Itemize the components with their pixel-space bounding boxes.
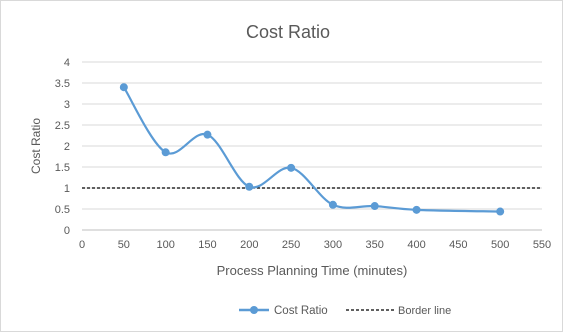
y-tick-label: 3 (64, 99, 70, 111)
y-tick-label: 2.5 (55, 120, 70, 132)
x-tick-label: 500 (491, 239, 509, 251)
cost-ratio-point (370, 202, 379, 211)
cost-ratio-point (245, 182, 254, 191)
cost-ratio-point (412, 205, 421, 214)
legend-border-line-label: Border line (398, 305, 451, 317)
y-tick-label: 1.5 (55, 162, 70, 174)
x-tick-label: 200 (240, 239, 258, 251)
cost-ratio-point (328, 200, 337, 209)
legend: Cost Ratio Border line (239, 305, 451, 317)
y-tick-label: 2 (64, 141, 70, 153)
x-tick-label: 400 (407, 239, 425, 251)
y-tick-label: 4 (64, 57, 70, 69)
y-axis-label: Cost Ratio (29, 118, 43, 174)
legend-cost-ratio-marker (250, 306, 258, 314)
x-tick-label: 350 (366, 239, 384, 251)
series-layer (82, 83, 542, 216)
x-tick-label: 450 (449, 239, 467, 251)
x-tick-label: 250 (282, 239, 300, 251)
cost-ratio-point (203, 130, 212, 139)
chart-title: Cost Ratio (246, 22, 330, 42)
cost-ratio-point (161, 148, 170, 157)
x-tick-label: 300 (324, 239, 342, 251)
cost-ratio-line (122, 86, 501, 213)
x-tick-label: 550 (533, 239, 551, 251)
y-tick-label: 1 (64, 183, 70, 195)
cost-ratio-point (287, 163, 296, 172)
x-axis-label: Process Planning Time (minutes) (217, 263, 408, 278)
x-tick-label: 150 (198, 239, 216, 251)
x-tick-labels: 0 50 100 150 200 250 300 350 400 450 500 550 (79, 239, 551, 251)
x-tick-label: 100 (156, 239, 174, 251)
x-tick-label: 0 (79, 239, 85, 251)
cost-ratio-point (119, 83, 128, 92)
y-tick-label: 0 (64, 225, 70, 237)
y-tick-label: 0.5 (55, 204, 70, 216)
x-tick-label: 50 (118, 239, 130, 251)
cost-ratio-point (496, 207, 505, 216)
y-tick-labels: 0 0.5 1 1.5 2 2.5 3 3.5 4 (55, 57, 70, 237)
y-tick-label: 3.5 (55, 78, 70, 90)
legend-cost-ratio-label: Cost Ratio (274, 305, 328, 317)
